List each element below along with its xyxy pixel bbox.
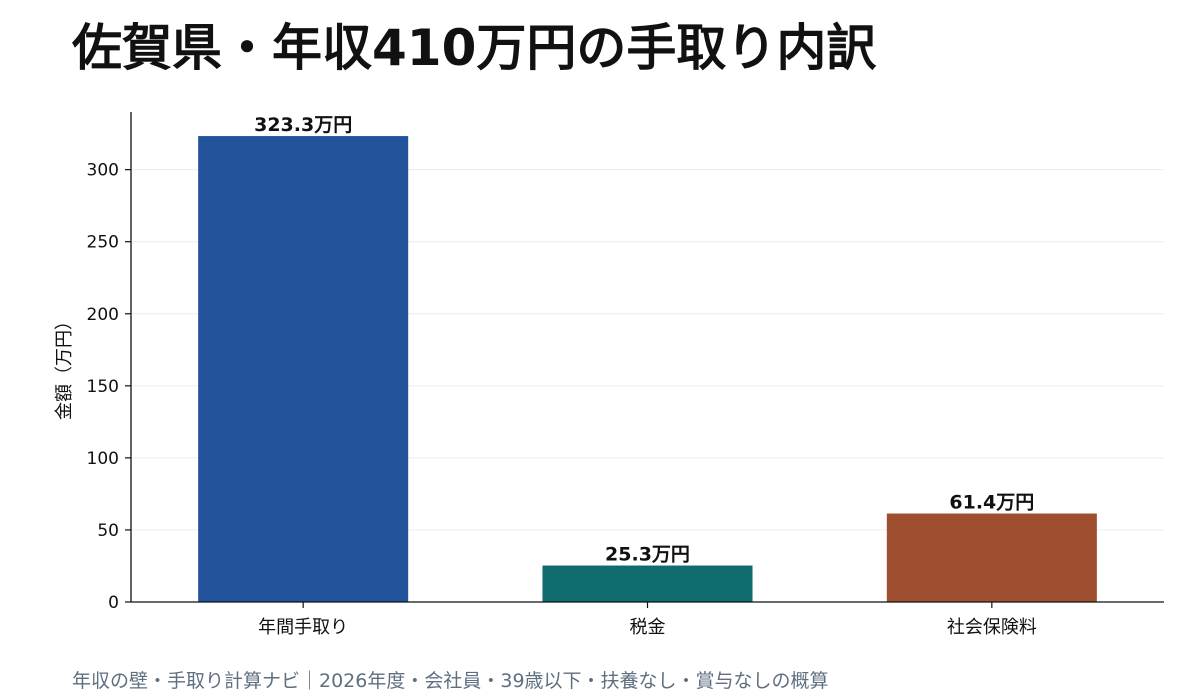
y-axis: 0 50 100 150 200 250 300 <box>87 112 132 613</box>
bar-1 <box>198 136 409 603</box>
data-label: 25.3万円 <box>605 544 690 566</box>
y-tick-label: 150 <box>87 377 119 397</box>
x-axis: 年間手取り 税金 社会保険料 <box>131 601 1164 638</box>
x-tick-label: 社会保険料 <box>947 617 1037 638</box>
y-tick-label: 100 <box>87 449 119 469</box>
x-tick-label: 税金 <box>630 617 666 638</box>
y-tick-label: 200 <box>87 305 119 325</box>
data-label: 61.4万円 <box>949 492 1034 514</box>
x-tick-label: 年間手取り <box>258 617 348 638</box>
data-label: 323.3万円 <box>254 114 352 136</box>
chart-title: 佐賀県・年収410万円の手取り内訳 <box>72 19 877 77</box>
bar-2 <box>542 565 753 602</box>
bars: 323.3万円 25.3万円 61.4万円 <box>198 114 1097 603</box>
y-tick-label: 250 <box>87 233 119 253</box>
y-axis-label: 金額（万円） <box>54 312 75 420</box>
bar-3 <box>886 513 1097 602</box>
y-tick-label: 300 <box>87 161 119 181</box>
y-tick-label: 0 <box>108 593 119 613</box>
footer-note: 年収の壁・手取り計算ナビ｜2026年度・会社員・39歳以下・扶養なし・賞与なしの… <box>72 670 829 692</box>
y-tick-label: 50 <box>97 521 119 541</box>
